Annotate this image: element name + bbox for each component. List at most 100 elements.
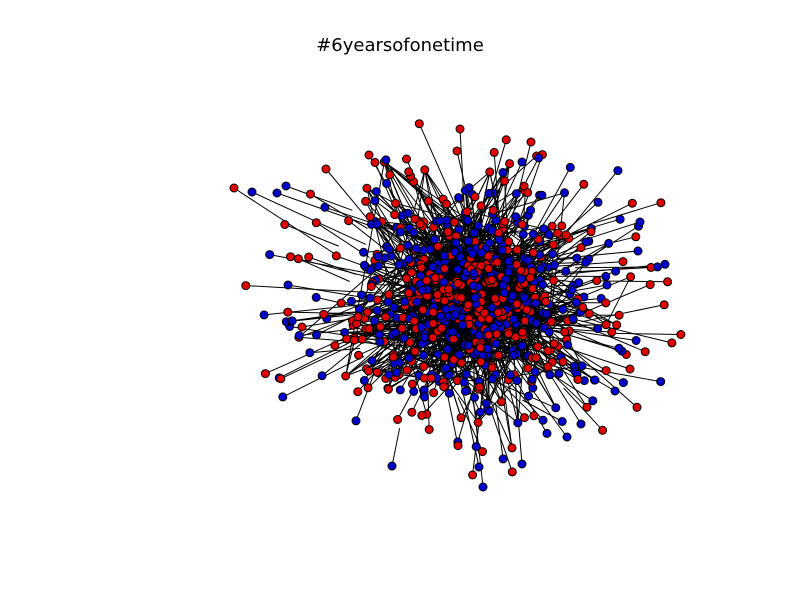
graph-node [460, 386, 470, 396]
graph-node [656, 198, 666, 208]
graph-edge [285, 185, 353, 211]
graph-node [520, 293, 530, 303]
graph-node [426, 373, 436, 383]
graph-edge [309, 347, 361, 354]
graph-node [468, 470, 478, 480]
graph-node [508, 291, 518, 301]
graph-node [281, 181, 291, 191]
graph-node [440, 264, 450, 274]
graph-node [488, 205, 498, 215]
graph-node [543, 346, 553, 356]
graph-node [362, 183, 372, 193]
graph-node [656, 377, 666, 387]
graph-edge [495, 402, 504, 459]
graph-node [554, 369, 564, 379]
graph-node [586, 227, 596, 237]
graph-node [444, 370, 454, 380]
graph-node [418, 305, 428, 315]
graph-node [476, 261, 486, 271]
graph-node [631, 336, 641, 345]
graph-node [568, 314, 578, 324]
graph-node [372, 219, 382, 229]
graph-node [381, 312, 391, 322]
graph-node [276, 374, 286, 384]
graph-node [381, 155, 391, 165]
graph-node [410, 346, 420, 356]
graph-node [394, 260, 404, 270]
graph-node [260, 369, 270, 379]
graph-node [407, 407, 417, 417]
graph-node [484, 264, 494, 274]
graph-node [470, 293, 480, 303]
graph-node [417, 285, 427, 295]
graph-node [430, 235, 439, 244]
graph-node [439, 382, 449, 392]
graph-node [439, 277, 449, 287]
graph-node [531, 318, 541, 328]
graph-node [366, 282, 376, 291]
graph-node [614, 343, 624, 353]
graph-node [409, 227, 419, 237]
graph-node [511, 189, 521, 199]
graph-node [561, 266, 571, 276]
graph-node [523, 363, 533, 373]
graph-node [509, 314, 519, 324]
graph-edge [552, 236, 636, 258]
graph-node [278, 392, 288, 402]
graph-edge [284, 224, 339, 247]
graph-node [625, 364, 635, 374]
graph-node [469, 268, 479, 278]
graph-node [487, 275, 497, 285]
graph-node [375, 337, 385, 347]
graph-node [390, 328, 400, 338]
graph-edge [391, 428, 401, 467]
graph-node [259, 310, 269, 320]
graph-edge [406, 214, 529, 279]
graph-node [579, 179, 589, 189]
graph-node [527, 374, 537, 384]
graph-node [409, 316, 419, 326]
graph-node [370, 157, 380, 167]
graph-node [627, 198, 637, 208]
graph-node [403, 240, 413, 250]
graph-node [476, 357, 486, 367]
graph-node [473, 221, 483, 231]
graph-node [395, 385, 405, 395]
graph-node [512, 299, 522, 309]
graph-node [478, 482, 488, 492]
graph-node [545, 370, 555, 380]
graph-node [551, 403, 561, 413]
graph-node [330, 341, 340, 350]
graph-node [543, 362, 553, 372]
graph-edge [522, 399, 563, 422]
graph-node [512, 376, 522, 386]
graph-edge [557, 250, 639, 260]
graph-node [402, 365, 412, 375]
graph-node [344, 216, 354, 226]
graph-node [382, 179, 392, 188]
graph-node [432, 290, 442, 300]
graph-node [660, 259, 670, 269]
graph-node [581, 237, 591, 247]
graph-node [428, 307, 438, 317]
graph-edge [495, 325, 548, 375]
graph-node [548, 240, 558, 250]
graph-node [362, 307, 372, 317]
graph-node [632, 402, 642, 412]
graph-node [363, 383, 373, 393]
graph-node [516, 274, 526, 284]
graph-node [484, 406, 494, 416]
graph-node [286, 252, 295, 262]
graph-node [513, 418, 523, 428]
graph-node [283, 280, 293, 290]
graph-node [367, 356, 377, 366]
graph-edge [495, 161, 523, 219]
graph-node [572, 253, 582, 263]
graph-node [414, 119, 424, 129]
graph-node [618, 257, 628, 267]
graph-node [455, 124, 465, 134]
graph-node [601, 271, 611, 281]
graph-node [494, 350, 504, 360]
graph-node [498, 280, 508, 290]
graph-node [294, 331, 304, 340]
